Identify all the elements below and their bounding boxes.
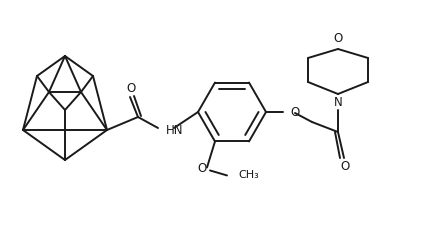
Text: N: N <box>334 95 343 108</box>
Text: HN: HN <box>166 124 184 137</box>
Text: O: O <box>333 32 343 45</box>
Text: O: O <box>340 160 350 173</box>
Text: O: O <box>198 162 207 175</box>
Text: O: O <box>127 81 136 94</box>
Text: CH₃: CH₃ <box>238 171 259 180</box>
Text: O: O <box>290 106 299 119</box>
